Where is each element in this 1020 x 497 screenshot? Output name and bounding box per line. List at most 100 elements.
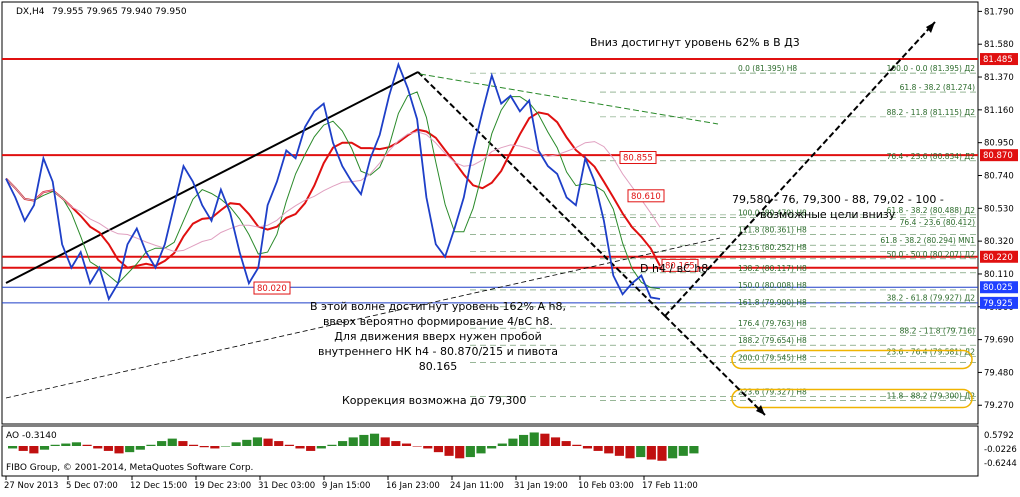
fib-label: 61.8 - 38.2 (81.274) — [900, 83, 975, 92]
price-boxes: 80.855 80.610 80.165 80.020 — [253, 151, 699, 295]
annotation-main-line: внутреннего НК h4 - 80.870/215 и пивота — [318, 345, 558, 358]
price-series — [5, 61, 661, 302]
fib-label: 61.8 - 38.2 (80.488) Д2 — [887, 206, 976, 215]
price-line — [5, 61, 661, 302]
ao-bar — [39, 446, 50, 450]
y-tick-label: 80.740 — [984, 171, 1014, 181]
annotation-wave: D h4 / вC h8 — [640, 262, 708, 275]
x-tick-label: 12 Dec 15:00 — [130, 481, 187, 491]
fib-label: 200.0 (79.545) H8 — [738, 353, 807, 362]
x-tick-label: 16 Jan 23:00 — [386, 481, 440, 491]
fib-label: 38.2 - 61.8 (79.927) Д2 — [887, 294, 976, 303]
ao-bar — [18, 446, 28, 451]
fibonacci-labels: 0.0 (81.395) H8 100.0 - 0.0 (81.395) Д2 61… — [470, 64, 978, 409]
y-tick-label: 80.950 — [984, 139, 1014, 149]
ao-bar — [476, 446, 486, 454]
arrow-head-up — [926, 22, 935, 33]
ao-bar — [188, 444, 199, 446]
price-axis-label: 80.870 — [983, 151, 1013, 161]
ao-label: AO -0.3140 — [6, 431, 57, 441]
fib-label: 76.4 - 23.6 (80.834) Д2 — [887, 152, 976, 161]
ao-bar — [231, 442, 241, 446]
fib-label: 11.8 - 88.2 (79.300) Д2 — [887, 392, 976, 401]
trend-lines — [5, 21, 936, 416]
ao-bar — [8, 446, 18, 449]
ao-bar — [689, 446, 699, 454]
ma-red-line — [5, 111, 661, 269]
ao-bar — [348, 437, 358, 446]
fib-label: 0.0 (81.395) H8 — [738, 64, 797, 73]
ao-tick-label: -0.0226 — [984, 445, 1017, 455]
ao-bar — [391, 441, 401, 446]
fib-label: 150.0 (80.008) H8 — [738, 281, 807, 290]
price-axis-label: 81.485 — [983, 55, 1013, 65]
fib-label: 23.6 - 76.4 (79.581) Д2 — [887, 348, 976, 357]
ao-bar — [125, 446, 135, 453]
ao-bar — [199, 446, 209, 448]
ao-bar — [316, 446, 326, 449]
y-tick-label: 80.530 — [984, 204, 1014, 214]
ao-bar — [625, 446, 635, 459]
ao-bar — [157, 441, 167, 446]
ao-bar — [252, 437, 263, 446]
x-tick-label: 24 Jan 11:00 — [450, 481, 504, 491]
ao-bar — [412, 446, 422, 447]
ao-bar — [167, 438, 177, 446]
y-tick-label: 81.370 — [984, 73, 1014, 83]
fib-label: 176.4 (79.763) H8 — [738, 319, 807, 328]
copyright-label: FIBO Group, © 2001-2014, MetaQuotes Soft… — [6, 463, 253, 473]
ohlc-label: 79.955 79.965 79.940 79.950 — [52, 7, 187, 17]
price-box — [627, 189, 665, 203]
y-tick-label: 79.690 — [984, 336, 1014, 346]
price-axis-label: 80.220 — [983, 253, 1013, 263]
fib-label: 111.8 (80.361) H8 — [738, 226, 807, 235]
x-tick-label: 19 Dec 23:00 — [194, 481, 251, 491]
fib-label: 100.0 - 0.0 (81.395) Д2 — [887, 64, 976, 73]
annotation-main-line: 80.165 — [419, 360, 458, 373]
channel-line-lower — [5, 237, 721, 399]
main-panel-frame — [1, 1, 979, 425]
ao-bar — [646, 446, 656, 460]
ao-tick-label: 0.5792 — [984, 431, 1014, 441]
ao-bar — [82, 444, 92, 446]
ao-bar — [210, 446, 220, 449]
ao-bar — [540, 433, 550, 446]
annotation-main-line: вверх вероятно формирование 4/вC h8. — [323, 315, 553, 328]
ma-pink-line — [5, 131, 661, 253]
ao-bar — [604, 446, 614, 454]
price-axis-box — [980, 53, 1018, 66]
projection-down-arrow — [664, 315, 766, 416]
ao-bar — [146, 444, 156, 446]
ao-bar — [614, 446, 624, 456]
trend-line-down — [417, 71, 666, 317]
ao-bar — [338, 441, 348, 446]
y-tick-label: 80.320 — [984, 237, 1014, 247]
fib-label: 161.8 (79.900) H8 — [738, 298, 807, 307]
price-axis-box — [980, 250, 1018, 263]
x-tick-label: 9 Jan 15:00 — [322, 481, 370, 491]
x-tick-label: 10 Feb 03:00 — [578, 481, 634, 491]
annotation-main-line: В этой волне достигнут уровень 162% А h8… — [310, 300, 566, 313]
ao-bar — [572, 444, 582, 446]
price-box — [661, 258, 699, 272]
price-box-label: 80.165 — [665, 261, 695, 271]
price-box-label: 80.020 — [257, 284, 287, 294]
ao-bar — [103, 446, 113, 451]
y-axis: 81.790 81.580 81.370 81.160 80.950 80.740 80.5… — [978, 7, 1018, 469]
fib-label: 88.2 - 11.8 (79.716) — [900, 327, 975, 336]
x-tick-label: 31 Dec 03:00 — [258, 481, 315, 491]
annotation-targets-1: 79,580 - 76, 79,300 - 88, 79,02 - 100 - — [732, 193, 944, 206]
trend-line-up — [5, 71, 419, 284]
ao-bar — [433, 446, 443, 453]
x-tick-label: 31 Jan 19:00 — [514, 481, 568, 491]
ao-bar — [668, 446, 678, 459]
ao-bar — [242, 439, 252, 446]
y-tick-label: 81.580 — [984, 40, 1014, 50]
fib-label: 223.6 (79.327) H8 — [738, 387, 807, 396]
x-tick-label: 5 Dec 07:00 — [66, 481, 118, 491]
ao-bar — [263, 438, 273, 446]
fib-label: 100.0 (80.470) H8 — [738, 209, 807, 218]
fib-label: 138.2 (80.117) H8 — [738, 264, 807, 273]
price-box-label: 80.610 — [631, 192, 661, 202]
